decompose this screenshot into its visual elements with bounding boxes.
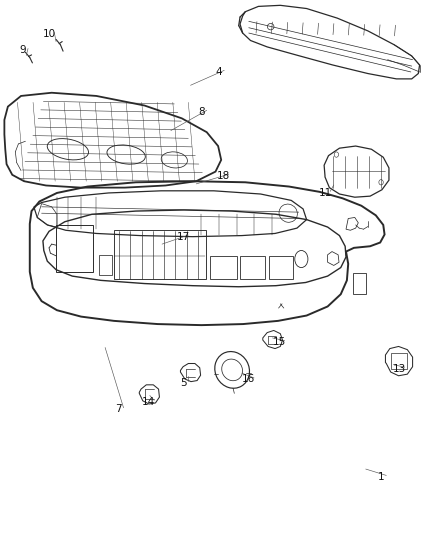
Text: 15: 15 (273, 337, 286, 347)
Text: 9: 9 (19, 45, 26, 55)
Text: 7: 7 (115, 405, 122, 414)
Text: 13: 13 (393, 364, 406, 374)
Bar (269, 256, 293, 279)
Text: 4: 4 (215, 67, 223, 77)
Text: 8: 8 (198, 107, 205, 117)
Bar (391, 353, 407, 369)
Bar (353, 273, 366, 294)
Bar (99, 255, 112, 275)
Bar (56, 225, 93, 272)
Text: 18: 18 (217, 171, 230, 181)
Text: 5: 5 (180, 378, 187, 387)
Text: 17: 17 (177, 232, 190, 241)
Text: 10: 10 (42, 29, 56, 39)
Text: 11: 11 (318, 188, 332, 198)
Bar (114, 230, 206, 279)
Text: 14: 14 (142, 397, 155, 407)
Text: 16: 16 (242, 375, 255, 384)
Text: 1: 1 (378, 472, 385, 482)
Bar (210, 256, 237, 279)
Bar (240, 256, 265, 279)
